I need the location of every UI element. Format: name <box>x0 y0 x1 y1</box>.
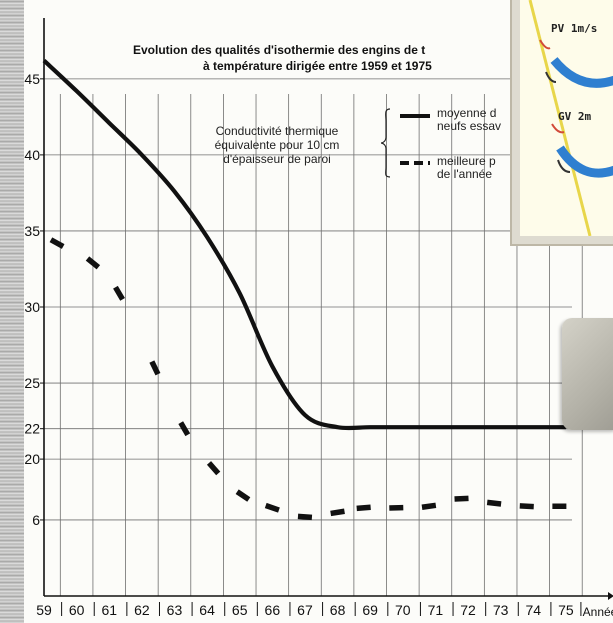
x-tick-label: 70 <box>395 602 411 618</box>
y-tick-label: 22 <box>24 421 40 437</box>
series-dash-best <box>113 285 125 301</box>
series-dash-best <box>149 360 161 376</box>
series-dash-best <box>206 461 221 476</box>
series-dash-best <box>454 495 469 502</box>
pv-speed-label: PV 1m/s <box>551 22 598 35</box>
legend-entry-average: moyenne d neufs essav <box>437 107 507 133</box>
x-tick-label: 71 <box>428 602 444 618</box>
series-dash-best <box>178 421 191 437</box>
grey-tile <box>562 318 613 430</box>
series-dash-best <box>330 508 345 517</box>
chart-title: Evolution des qualités d'isothermie des … <box>133 43 426 57</box>
legend-symbol-solid <box>400 114 430 118</box>
y-tick-label: 6 <box>32 512 40 528</box>
overlay-drawing <box>528 0 613 237</box>
x-tick-label: 65 <box>232 602 248 618</box>
series-dash-best <box>264 502 280 513</box>
x-tick-label: 59 <box>36 602 52 618</box>
series-dash-best <box>356 504 371 512</box>
series-dash-best <box>235 489 251 502</box>
x-tick-label: 72 <box>460 602 476 618</box>
gv-speed-label: GV 2m <box>558 110 592 123</box>
overlay-photo-content: PV 1m/s GV 2m <box>520 0 613 237</box>
chart-subtitle: à température dirigée entre 1959 et 1975 <box>203 59 432 73</box>
series-dash-best <box>49 237 65 249</box>
series-dash-best <box>519 503 534 510</box>
legend-entry-best: meilleure p de l'année <box>437 155 507 181</box>
y-tick-label: 40 <box>24 147 40 163</box>
overlay-photo: PV 1m/s GV 2m <box>510 0 613 246</box>
x-tick-label: 67 <box>297 602 313 618</box>
x-tick-label: 68 <box>330 602 346 618</box>
x-tick-label: 61 <box>101 602 117 618</box>
x-tick-label: 74 <box>525 602 541 618</box>
y-tick-label: 35 <box>24 223 40 239</box>
x-axis-arrow <box>608 592 613 600</box>
condition-label: Conductivité thermique équivalente pour … <box>207 124 347 166</box>
series-dash-best <box>421 502 437 510</box>
x-tick-label: 73 <box>493 602 509 618</box>
x-tick-label: 69 <box>362 602 378 618</box>
x-tick-label: 62 <box>134 602 150 618</box>
x-tick-label: 63 <box>167 602 183 618</box>
x-tick-label: 66 <box>265 602 281 618</box>
series-dash-best <box>85 256 101 270</box>
legend-brace <box>380 108 391 178</box>
y-tick-label: 20 <box>24 451 40 467</box>
x-tick-label: 64 <box>199 602 215 618</box>
legend-label-best: meilleure p de l'année <box>437 154 496 181</box>
series-dash-best <box>486 499 502 507</box>
x-tick-label: 75 <box>558 602 574 618</box>
series-dash-best <box>297 513 313 521</box>
x-axis-label: Année <box>583 605 613 619</box>
y-tick-label: 30 <box>24 299 40 315</box>
y-tick-label: 25 <box>24 375 40 391</box>
legend-label-average: moyenne d neufs essav <box>437 106 502 133</box>
condition-label-text: Conductivité thermique équivalente pour … <box>214 124 340 166</box>
x-tick-label: 60 <box>69 602 85 618</box>
y-tick-label: 45 <box>24 71 40 87</box>
scan-edge <box>0 0 24 623</box>
legend-symbol-dashed <box>400 161 430 165</box>
